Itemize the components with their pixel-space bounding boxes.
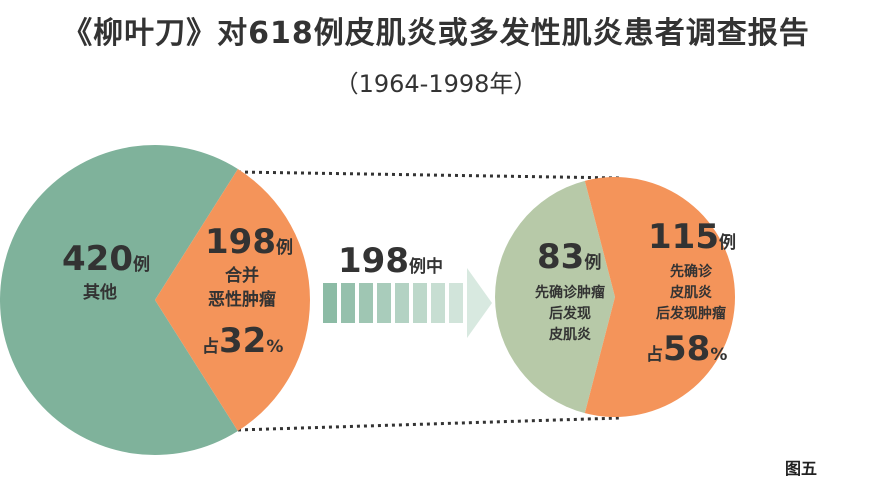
pie-slice-other [0,145,238,455]
cancer-pct-prefix: 占 [202,336,219,357]
dm-first-line1: 先确诊 [670,263,713,280]
cancer-label-line1: 合并 [225,265,259,286]
chart-title: 《柳叶刀》对618例皮肌炎或多发性肌炎患者调查报告 [62,16,810,51]
arrow-stripe [377,283,391,323]
pie-slice-cancer [155,169,310,431]
figure-label: 图五 [785,459,818,478]
dm-first-pct-unit: % [710,345,727,365]
arrow-stripe [431,283,445,323]
arrow-unit: 例中 [409,256,443,277]
cancer-percent: 占32% [202,321,283,361]
arrow-stripe [449,283,463,323]
connector-line-bottom [237,416,621,432]
connector-line-top [237,170,621,180]
arrow-stripe [395,283,409,323]
arrow-icon [323,268,492,338]
tumor-first-unit: 例 [584,252,601,273]
tumor-first-value: 83 [537,237,584,277]
pie-slice-dm-first [584,177,736,417]
dm-first-line3: 后发现肿瘤 [656,305,726,322]
dm-first-percent: 占58% [646,329,727,369]
cancer-value: 198 [205,222,276,262]
arrow-stripe [341,283,355,323]
tumor-first-line2: 后发现 [549,305,591,322]
arrow-value: 198 [338,241,409,281]
cancer-count: 198例 [205,222,293,262]
cancer-pct-value: 32 [219,321,266,361]
dm-first-unit: 例 [719,232,736,253]
dm-first-count: 115例 [648,217,736,257]
pie-slice-tumor-first [495,180,615,414]
other-label: 其他 [83,282,117,303]
other-value: 420 [62,239,133,279]
dm-first-pct-prefix: 占 [646,344,663,365]
arrow-stripe [413,283,427,323]
dm-first-value: 115 [648,217,719,257]
other-unit: 例 [133,254,150,275]
arrow-label: 198例中 [338,241,443,281]
dm-first-line2: 皮肌炎 [669,284,712,301]
cancer-pct-unit: % [266,337,283,357]
arrow-stripe [323,283,337,323]
arrow-head [467,268,492,338]
arrow-stripe [359,283,373,323]
cancer-label-line2: 恶性肿瘤 [208,289,276,310]
tumor-first-line3: 皮肌炎 [548,326,591,343]
tumor-first-line1: 先确诊肿瘤 [535,284,605,301]
tumor-first-count: 83例 [537,237,601,277]
dm-first-pct-value: 58 [663,329,710,369]
other-count: 420例 [62,239,150,279]
chart-subtitle: （1964-1998年） [334,70,538,98]
cancer-unit: 例 [276,237,293,258]
